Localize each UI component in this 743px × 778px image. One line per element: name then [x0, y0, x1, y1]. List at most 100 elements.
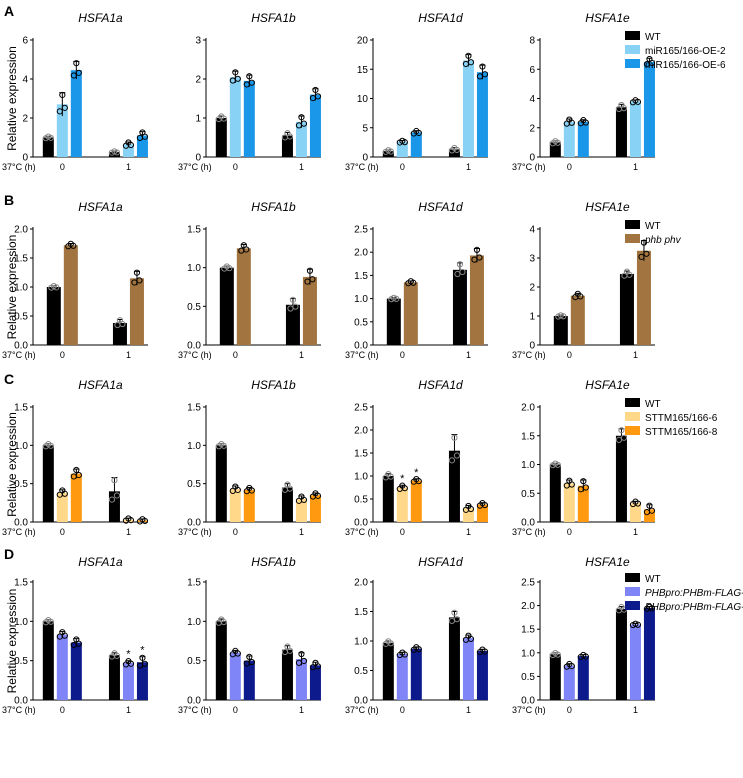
- data-point: [111, 148, 118, 155]
- y-tick-label: 2.0: [14, 225, 28, 236]
- x-tick-label: 1: [126, 350, 131, 360]
- data-point: [632, 620, 639, 627]
- bar: [63, 245, 78, 345]
- data-point: [246, 73, 253, 80]
- bar: [70, 642, 82, 700]
- time-axis-label: 37°C (h): [178, 162, 212, 172]
- y-tick-label: 0: [195, 153, 201, 164]
- data-point: [139, 516, 146, 523]
- subplot-title: HSFA1d: [418, 200, 463, 214]
- y-tick-label: 0.5: [354, 666, 368, 677]
- y-tick-label: 0.5: [14, 656, 28, 667]
- subplot-title: HSFA1b: [251, 200, 296, 214]
- data-point: [300, 120, 308, 127]
- data-point: [284, 129, 291, 137]
- bar: [243, 660, 255, 700]
- legend-swatch: [625, 59, 640, 68]
- data-point: [125, 658, 132, 665]
- data-point: [552, 138, 559, 145]
- time-axis-label: 37°C (h): [178, 350, 212, 360]
- bar: [462, 508, 474, 522]
- bar: [56, 634, 68, 700]
- bar: [549, 142, 561, 157]
- bar: [281, 487, 293, 522]
- bar: [42, 621, 54, 700]
- data-point: [50, 282, 57, 290]
- time-axis-label: 37°C (h): [345, 162, 379, 172]
- subplot-title: HSFA1b: [251, 378, 296, 392]
- bar: [382, 151, 394, 157]
- data-point: [125, 139, 132, 146]
- data-point: [56, 108, 63, 115]
- y-tick-label: 0.0: [187, 696, 201, 707]
- y-tick-label: 1.5: [14, 254, 28, 265]
- y-tick-label: 0.5: [187, 656, 201, 667]
- data-point: [566, 660, 573, 668]
- bar: [243, 80, 255, 157]
- data-point: [557, 312, 564, 319]
- bar: [42, 445, 54, 522]
- data-point: [481, 71, 489, 78]
- data-point: [479, 499, 486, 507]
- y-tick-label: 4: [529, 225, 535, 236]
- subplot-title: HSFA1a: [78, 555, 123, 569]
- subplot-title: HSFA1d: [418, 555, 463, 569]
- data-point: [646, 502, 653, 509]
- data-point: [284, 481, 291, 488]
- bar: [410, 648, 422, 700]
- panel-label: A: [4, 3, 14, 19]
- subplot-title: HSFA1d: [418, 11, 463, 25]
- data-point: [59, 487, 66, 494]
- y-tick-label: 1.0: [14, 617, 28, 628]
- y-tick-label: 0.0: [354, 518, 368, 529]
- subplot-title: HSFA1e: [585, 378, 630, 392]
- x-tick-label: 1: [466, 350, 471, 360]
- x-tick-label: 1: [126, 527, 131, 537]
- bar: [309, 665, 321, 700]
- y-tick-label: 1.5: [14, 578, 28, 589]
- data-point: [45, 133, 52, 140]
- x-tick-label: 0: [567, 705, 572, 715]
- data-point: [312, 86, 319, 94]
- legend-swatch: [625, 220, 640, 229]
- subplot-title: HSFA1b: [251, 11, 296, 25]
- data-point: [73, 636, 80, 643]
- bar: [70, 473, 82, 522]
- data-point: [75, 69, 82, 76]
- data-point: [640, 239, 648, 246]
- data-point: [552, 649, 559, 657]
- y-tick-label: 0.5: [187, 479, 201, 490]
- data-point: [131, 279, 138, 286]
- legend-swatch: [625, 426, 640, 435]
- legend-swatch: [625, 45, 640, 54]
- data-point: [298, 650, 305, 658]
- y-tick-label: 2.0: [521, 601, 535, 612]
- y-tick-label: 1.5: [187, 578, 201, 589]
- bar: [42, 137, 54, 157]
- bar: [553, 316, 568, 345]
- data-point: [116, 317, 124, 324]
- data-point: [479, 646, 486, 653]
- y-tick-label: 2.0: [354, 426, 368, 437]
- bar: [396, 141, 408, 157]
- y-tick-label: 10: [357, 94, 369, 105]
- bar: [56, 104, 68, 157]
- bar: [629, 624, 641, 700]
- bar: [386, 298, 401, 345]
- data-point: [632, 97, 639, 104]
- bar: [382, 642, 394, 700]
- data-point: [298, 114, 305, 121]
- y-tick-label: 2.5: [521, 578, 535, 589]
- bar: [46, 287, 61, 345]
- legend-swatch: [625, 412, 640, 421]
- y-tick-label: 0.0: [187, 341, 201, 352]
- data-point: [453, 452, 461, 459]
- y-tick-label: 0.5: [14, 479, 28, 490]
- x-tick-label: 0: [400, 162, 405, 172]
- data-point: [582, 484, 589, 491]
- data-point: [284, 643, 291, 650]
- data-point: [618, 427, 625, 434]
- y-tick-label: 2.5: [354, 225, 368, 236]
- y-tick-label: 1.5: [354, 449, 368, 460]
- data-point: [59, 91, 66, 99]
